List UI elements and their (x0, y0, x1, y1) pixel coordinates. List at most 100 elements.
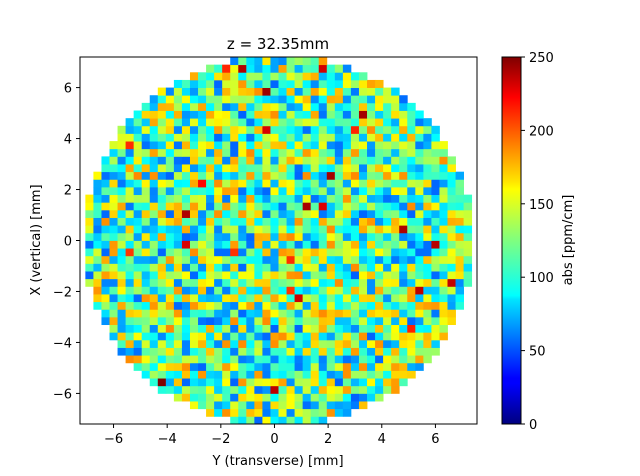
heatmap-cell (294, 156, 304, 165)
heatmap-cell (270, 186, 279, 196)
heatmap-cell (214, 301, 223, 310)
heatmap-cell (189, 362, 199, 371)
heatmap-cell (109, 278, 118, 287)
heatmap-cell (149, 186, 159, 196)
heatmap-cell (173, 133, 183, 142)
heatmap-cell (222, 141, 231, 150)
heatmap-cell (423, 301, 432, 310)
heatmap-cell (367, 118, 376, 127)
heatmap-cell (342, 186, 352, 196)
heatmap-cell (375, 332, 384, 341)
heatmap-cell (198, 378, 207, 387)
heatmap-cell (230, 225, 239, 234)
heatmap-cell (206, 79, 215, 88)
heatmap-cell (455, 271, 464, 280)
heatmap-cell (238, 347, 247, 356)
heatmap-cell (302, 309, 312, 318)
heatmap-cell (350, 110, 360, 119)
heatmap-cell (358, 102, 368, 111)
heatmap-cell (294, 64, 304, 73)
heatmap-cell (149, 301, 159, 310)
heatmap-cell (310, 118, 320, 127)
heatmap-cell (326, 102, 336, 111)
heatmap-cell (254, 255, 263, 264)
heatmap-cell (447, 179, 456, 188)
colorbar-tick-label: 0 (529, 418, 537, 433)
heatmap-cell (286, 79, 295, 88)
heatmap-cell (93, 240, 102, 249)
heatmap-cell (262, 125, 271, 134)
heatmap-cell (375, 179, 384, 188)
heatmap-cell (326, 72, 336, 81)
heatmap-cell (318, 347, 328, 356)
heatmap-cell (173, 209, 183, 218)
heatmap-cell (254, 141, 263, 150)
heatmap-cell (278, 141, 287, 150)
heatmap-cell (447, 263, 456, 272)
heatmap-cell (238, 179, 247, 188)
heatmap-cell (230, 87, 239, 96)
heatmap-cell (455, 263, 464, 272)
heatmap-cell (117, 316, 126, 326)
heatmap-cell (101, 248, 110, 257)
heatmap-cell (173, 286, 183, 295)
heatmap-cell (342, 87, 352, 96)
heatmap-cell (206, 301, 215, 310)
heatmap-cell (431, 271, 440, 280)
heatmap-cell (399, 339, 408, 348)
heatmap-cell (407, 102, 416, 111)
heatmap-cell (222, 324, 231, 333)
heatmap-cell (431, 294, 440, 303)
heatmap-cell (230, 294, 239, 303)
heatmap-cell (391, 385, 400, 394)
heatmap-cell (270, 95, 279, 104)
heatmap-cell (222, 309, 231, 318)
heatmap-cell (342, 339, 352, 348)
heatmap-cell (318, 164, 328, 173)
heatmap-cell (157, 370, 167, 379)
heatmap-cell (399, 186, 408, 196)
heatmap-cell (165, 186, 175, 196)
heatmap-cell (222, 148, 231, 157)
heatmap-cell (214, 87, 223, 96)
heatmap-cell (93, 171, 102, 180)
heatmap-cell (117, 339, 126, 348)
heatmap-cell (431, 278, 440, 287)
heatmap-cell (463, 194, 473, 203)
heatmap-cell (157, 217, 167, 226)
heatmap-cell (399, 164, 408, 173)
heatmap-cell (431, 164, 440, 173)
heatmap-cell (206, 362, 215, 371)
heatmap-cell (342, 125, 352, 134)
heatmap-cell (206, 370, 215, 379)
heatmap-cell (423, 209, 432, 218)
heatmap-cell (198, 202, 207, 211)
heatmap-cell (270, 278, 279, 287)
heatmap-cell (254, 179, 263, 188)
heatmap-cell (230, 271, 239, 280)
heatmap-cell (367, 79, 376, 88)
heatmap-cell (302, 225, 312, 234)
heatmap-cell (358, 141, 368, 150)
heatmap-cell (157, 332, 167, 341)
heatmap-cell (157, 294, 167, 303)
heatmap-cell (222, 79, 231, 88)
heatmap-cell (399, 347, 408, 356)
heatmap-cell (141, 202, 151, 211)
heatmap-cell (149, 271, 159, 280)
heatmap-cell (391, 171, 400, 180)
heatmap-cell (270, 263, 279, 272)
heatmap-cell (101, 202, 110, 211)
heatmap-cell (407, 332, 416, 341)
heatmap-cell (133, 194, 143, 203)
heatmap-cell (214, 316, 223, 326)
heatmap-cell (423, 186, 432, 196)
heatmap-cell (109, 156, 118, 165)
heatmap-cell (431, 171, 440, 180)
heatmap-cell (133, 278, 143, 287)
heatmap-cell (173, 148, 183, 157)
heatmap-cell (109, 186, 118, 196)
heatmap-cell (375, 378, 384, 387)
heatmap-cell (206, 393, 215, 402)
heatmap-cell (149, 362, 159, 371)
